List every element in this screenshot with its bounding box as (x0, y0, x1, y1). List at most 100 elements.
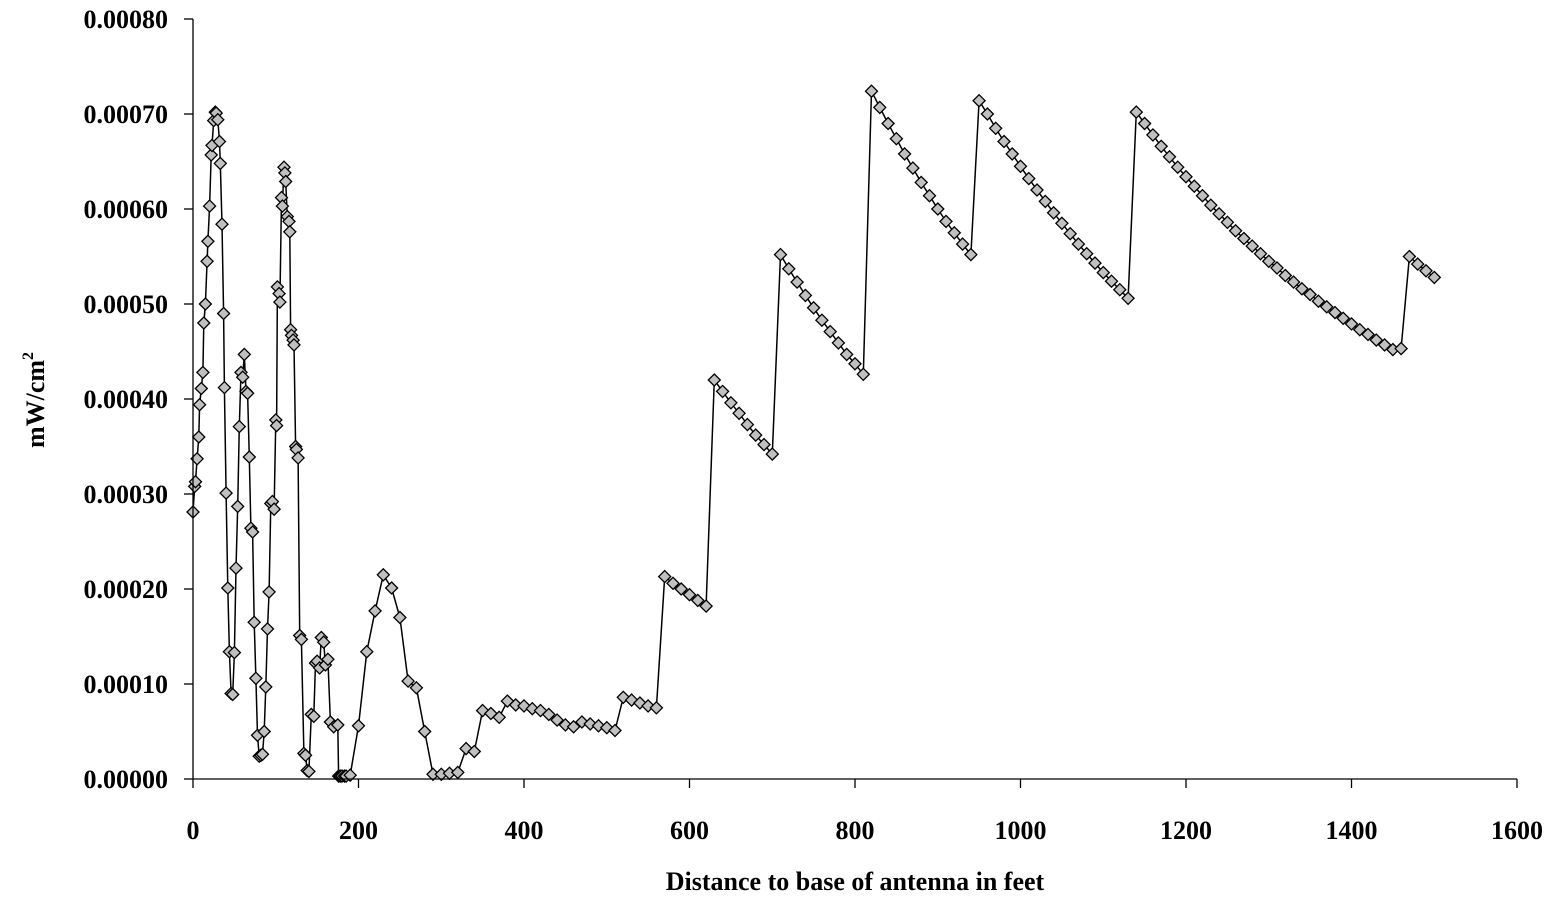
data-point (275, 199, 290, 214)
data-point (220, 581, 235, 595)
data-point (200, 254, 215, 269)
data-point (212, 134, 227, 149)
data-point (988, 121, 1003, 136)
data-point (191, 430, 206, 444)
data-point (204, 147, 219, 162)
data-point (831, 335, 846, 350)
data-point (272, 295, 287, 310)
data-point (699, 599, 714, 614)
data-point (1129, 105, 1144, 120)
data-point (566, 719, 581, 734)
data-point (839, 347, 854, 362)
data-point (282, 224, 297, 239)
data-point (384, 581, 399, 595)
data-point (1328, 305, 1342, 320)
data-point (1212, 206, 1227, 221)
data-point (260, 621, 275, 636)
data-point (213, 156, 228, 171)
data-point (1394, 341, 1409, 356)
data-point (1071, 237, 1086, 252)
data-point (649, 700, 664, 715)
data-point (963, 247, 978, 262)
data-point (1021, 171, 1036, 186)
data-point (1121, 291, 1136, 306)
plot-area (186, 84, 1442, 784)
x-tick-label: 800 (836, 816, 875, 845)
data-point (723, 395, 738, 410)
data-point (235, 370, 250, 385)
data-point (301, 764, 316, 779)
data-point (955, 237, 970, 252)
data-point (972, 93, 987, 108)
y-tick-label: 0.00020 (84, 575, 169, 604)
data-point (500, 694, 515, 709)
y-axis-title: mW/cm2 (20, 352, 50, 448)
data-point (1303, 287, 1318, 302)
data-point (450, 765, 465, 780)
data-point (1013, 159, 1028, 174)
data-point (1228, 223, 1243, 238)
data-point (291, 450, 306, 465)
data-point (1046, 205, 1061, 220)
data-point (368, 603, 383, 618)
data-point (823, 324, 838, 339)
data-point (316, 635, 331, 650)
data-point (872, 100, 887, 115)
x-axis-title: Distance to base of antenna in feet (666, 867, 1045, 896)
data-point (1311, 294, 1326, 309)
data-point (351, 718, 366, 733)
data-point (922, 188, 937, 203)
data-point (1344, 316, 1359, 331)
data-point (1253, 246, 1268, 261)
data-point (255, 747, 270, 762)
data-point (1179, 169, 1193, 184)
data-point (401, 674, 416, 689)
data-point (897, 146, 912, 161)
data-point (889, 131, 904, 146)
x-tick-label: 400 (505, 816, 544, 845)
data-point (905, 161, 920, 176)
data-point (196, 316, 211, 330)
data-point (1236, 231, 1251, 246)
y-tick-label: 0.00050 (84, 290, 169, 319)
data-point (732, 406, 747, 421)
x-tick-label: 600 (670, 816, 709, 845)
data-point (1377, 337, 1392, 352)
y-axis-title-superscript: 2 (20, 352, 37, 360)
data-point (247, 615, 262, 630)
data-point (657, 569, 672, 584)
x-tick-label: 1600 (1491, 816, 1543, 845)
data-point (781, 261, 796, 276)
data-point (1079, 246, 1094, 261)
data-point (1336, 311, 1351, 326)
data-point (550, 713, 565, 728)
data-point (1030, 183, 1044, 197)
data-point (1278, 268, 1293, 283)
data-point (1427, 270, 1442, 285)
data-point (257, 724, 272, 739)
data-point (376, 567, 391, 582)
data-point (202, 199, 217, 214)
data-point (229, 561, 243, 576)
data-point (1162, 149, 1177, 164)
y-tick-label: 0.00070 (84, 100, 169, 129)
data-point (740, 417, 755, 432)
y-axis-tick-labels: 0.00000 0.00010 0.00020 0.00030 0.00040 0.000… (84, 5, 169, 794)
y-axis-ticks (184, 18, 193, 780)
data-point (1261, 254, 1276, 269)
y-tick-label: 0.00060 (84, 195, 169, 224)
data-point (930, 202, 945, 216)
data-point (240, 386, 255, 401)
data-point (219, 486, 234, 501)
data-point (237, 347, 252, 362)
y-tick-label: 0.00010 (84, 670, 169, 699)
data-point (417, 724, 432, 739)
data-point (1145, 127, 1160, 142)
data-point (320, 652, 335, 667)
data-point (359, 644, 374, 659)
data-point (409, 680, 424, 695)
data-point (1170, 160, 1185, 175)
data-point (287, 337, 301, 352)
data-point (492, 710, 507, 725)
data-point (195, 365, 210, 380)
